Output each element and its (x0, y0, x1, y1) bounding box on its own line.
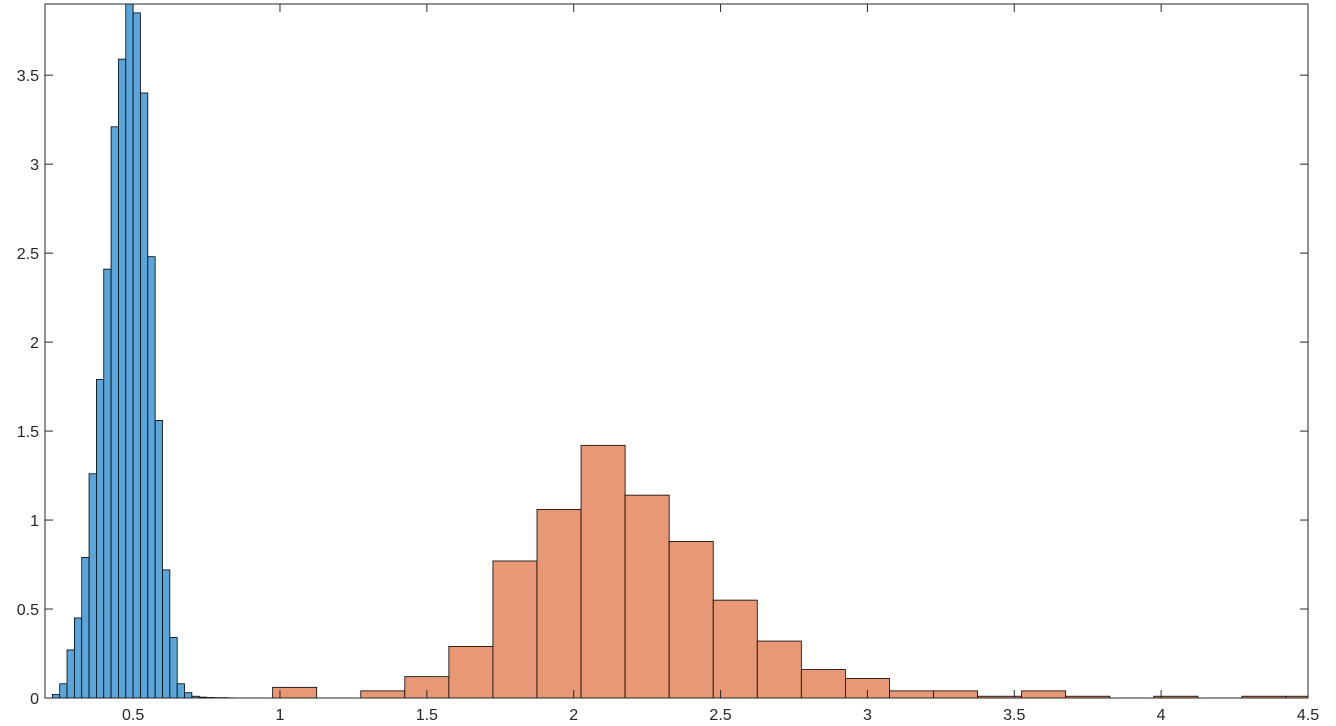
histogram-bar-s1-12 (140, 92, 149, 698)
histogram-bar-s2-11 (756, 640, 802, 698)
histogram-bar-s2-20 (1153, 695, 1199, 698)
histogram-bar-s1-2 (66, 649, 75, 698)
y-tick-label: 3 (30, 157, 39, 174)
histogram-bar-s2-15 (933, 690, 978, 698)
y-tick-label: 0.5 (17, 602, 39, 619)
histogram-bars (51, 4, 1308, 698)
histogram-bar-s1-1 (59, 683, 68, 698)
x-tick-label: 2 (569, 707, 578, 724)
histogram-bar-s1-11 (132, 12, 141, 698)
histogram-bar-s1-13 (147, 256, 156, 698)
histogram-bar-s2-23 (1285, 695, 1308, 698)
histogram-bar-s2-8 (624, 494, 670, 698)
histogram-bar-s1-7 (103, 268, 112, 698)
y-tick-label: 2.5 (17, 246, 39, 263)
histogram-bar-s2-0 (272, 686, 318, 698)
histogram-bar-s1-18 (184, 692, 193, 698)
histogram-bar-s2-14 (889, 690, 934, 698)
histogram-bar-s2-9 (668, 541, 714, 698)
histogram-bar-s2-17 (1021, 690, 1067, 698)
histogram-bar-s1-15 (162, 569, 171, 698)
histogram-bar-s2-2 (360, 690, 406, 698)
x-tick-label: 4 (1157, 707, 1166, 724)
x-tick-label: 1 (276, 707, 285, 724)
histogram-bar-s1-4 (81, 557, 90, 698)
y-tick-label: 3.5 (17, 68, 39, 85)
histogram-bar-s1-16 (169, 637, 178, 698)
plot-box (44, 3, 1309, 699)
y-tick-label: 2 (30, 335, 39, 352)
y-tick-label: 1.5 (17, 424, 39, 441)
histogram-bar-s1-6 (96, 379, 105, 698)
histogram-bar-s2-4 (448, 645, 494, 698)
histogram-bar-s2-6 (536, 508, 582, 698)
histogram-bar-s1-10 (125, 4, 134, 698)
x-tick-label: 0.5 (122, 707, 144, 724)
histogram-bar-s2-10 (712, 599, 758, 698)
x-tick-label: 3 (863, 707, 872, 724)
histogram-bar-s2-18 (1065, 695, 1111, 698)
x-tick-label: 1.5 (416, 707, 438, 724)
histogram-bar-s2-7 (580, 444, 626, 698)
histogram-bar-s2-5 (492, 560, 538, 698)
histogram-bar-s1-8 (110, 126, 119, 698)
x-tick-label: 3.5 (1003, 707, 1025, 724)
histogram-bar-s1-17 (176, 683, 185, 698)
histogram-bar-s1-0 (51, 694, 61, 698)
x-tick-label: 4.5 (1297, 707, 1319, 724)
histogram-bar-s1-3 (73, 617, 83, 698)
histogram-bar-s1-14 (154, 419, 163, 698)
axes: 0.5 1 1.5 2 2.5 3 3.5 4 4.5 0 0.5 1 1.5 2 2.5 3 3.5 (17, 3, 1319, 724)
histogram-bar-s2-13 (844, 678, 890, 698)
x-tick-label: 2.5 (709, 707, 731, 724)
histogram-bar-s2-12 (800, 669, 846, 698)
y-tick-label: 0 (30, 691, 39, 708)
y-tick-label: 1 (30, 513, 39, 530)
histogram-bar-s1-5 (88, 473, 97, 698)
histogram-bar-s1-9 (118, 58, 127, 698)
